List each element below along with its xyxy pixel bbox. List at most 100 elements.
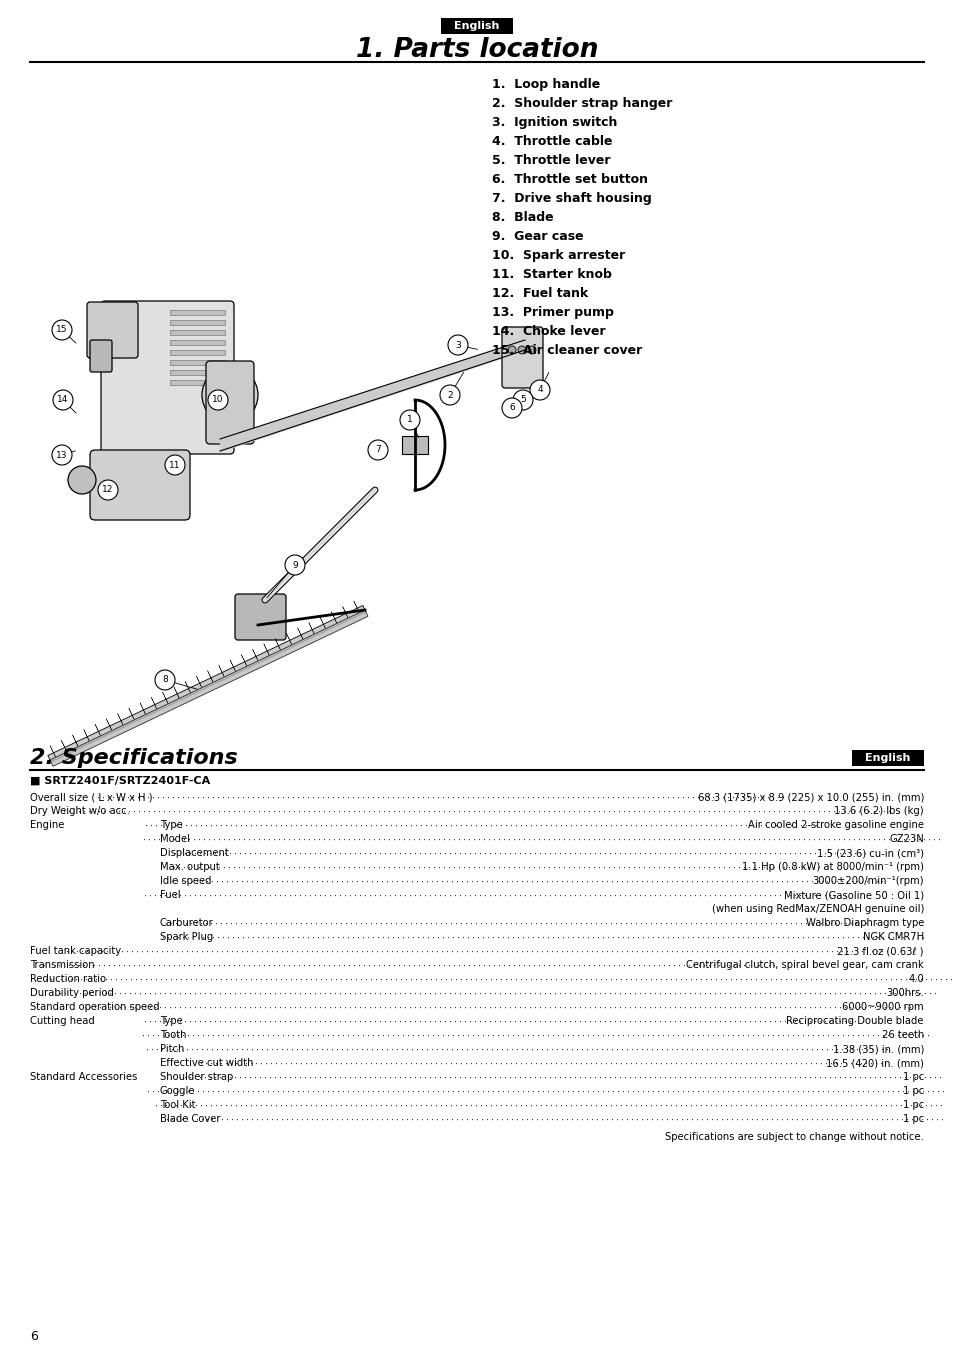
Text: 68.3 (1735) x 8.9 (225) x 10.0 (255) in. (mm): 68.3 (1735) x 8.9 (225) x 10.0 (255) in.… xyxy=(697,793,923,802)
Text: Dry Weight w/o acc.: Dry Weight w/o acc. xyxy=(30,806,130,816)
Text: ················································································: ········································… xyxy=(45,976,953,985)
Text: 5.  Throttle lever: 5. Throttle lever xyxy=(492,154,610,167)
Text: Overall size ( L x W x H ): Overall size ( L x W x H ) xyxy=(30,793,152,802)
Text: ················································································: ········································… xyxy=(165,1116,944,1126)
Circle shape xyxy=(165,456,185,474)
Text: 1.5 (23.6) cu-in (cm³): 1.5 (23.6) cu-in (cm³) xyxy=(816,848,923,857)
Text: Type: Type xyxy=(160,820,183,830)
Text: Max. output: Max. output xyxy=(160,861,219,872)
Polygon shape xyxy=(264,644,269,655)
Polygon shape xyxy=(286,634,292,644)
Text: ················································································: ········································… xyxy=(62,809,891,817)
Text: 4.  Throttle cable: 4. Throttle cable xyxy=(492,135,612,148)
Polygon shape xyxy=(230,661,235,671)
Polygon shape xyxy=(106,718,112,731)
FancyBboxPatch shape xyxy=(851,749,923,766)
Polygon shape xyxy=(61,740,67,752)
Circle shape xyxy=(507,346,516,355)
Polygon shape xyxy=(354,601,358,612)
Text: Fuel tank capacity: Fuel tank capacity xyxy=(30,946,121,956)
Circle shape xyxy=(52,445,71,465)
Circle shape xyxy=(208,390,228,410)
Text: ················································································: ········································… xyxy=(161,934,925,944)
FancyBboxPatch shape xyxy=(90,450,190,520)
FancyBboxPatch shape xyxy=(170,380,225,386)
Polygon shape xyxy=(297,628,303,639)
Text: ················································································: ········································… xyxy=(146,1088,944,1097)
Polygon shape xyxy=(50,745,55,756)
Text: Carburetor: Carburetor xyxy=(160,918,213,927)
Text: Shoulder strap: Shoulder strap xyxy=(160,1072,233,1082)
Polygon shape xyxy=(253,650,257,661)
Circle shape xyxy=(68,466,96,493)
Polygon shape xyxy=(309,623,314,634)
Text: 6: 6 xyxy=(30,1330,38,1343)
Text: ················································································: ········································… xyxy=(172,864,821,874)
Text: ················································································: ········································… xyxy=(143,892,847,902)
Text: Standard Accessories: Standard Accessories xyxy=(30,1072,137,1082)
Text: ················································································: ········································… xyxy=(83,1004,912,1014)
Circle shape xyxy=(530,380,550,400)
Text: 300hrs.: 300hrs. xyxy=(885,988,923,998)
Text: 2. Specifications: 2. Specifications xyxy=(30,748,237,768)
Text: ················································································: ········································… xyxy=(53,991,937,999)
Text: 8: 8 xyxy=(162,675,168,685)
FancyBboxPatch shape xyxy=(170,360,225,365)
Circle shape xyxy=(52,319,71,340)
Circle shape xyxy=(98,480,118,500)
Text: 6.  Throttle set button: 6. Throttle set button xyxy=(492,173,647,186)
Text: 26 teeth: 26 teeth xyxy=(881,1030,923,1041)
Text: 14: 14 xyxy=(57,395,69,404)
Polygon shape xyxy=(72,735,78,747)
Polygon shape xyxy=(95,724,100,736)
Text: Standard operation speed: Standard operation speed xyxy=(30,1002,159,1012)
Text: ················································································: ········································… xyxy=(143,1019,858,1027)
Text: Blade Cover: Blade Cover xyxy=(160,1113,220,1124)
Polygon shape xyxy=(208,670,213,682)
Text: Goggle: Goggle xyxy=(160,1086,195,1096)
Text: Model: Model xyxy=(160,834,190,844)
Text: Pitch: Pitch xyxy=(160,1043,184,1054)
Text: GZ23N: GZ23N xyxy=(888,834,923,844)
Polygon shape xyxy=(50,611,368,766)
Text: 2: 2 xyxy=(447,391,453,399)
FancyBboxPatch shape xyxy=(101,301,233,454)
Text: 4.0: 4.0 xyxy=(907,975,923,984)
Circle shape xyxy=(513,390,533,410)
Text: 12.  Fuel tank: 12. Fuel tank xyxy=(492,287,588,301)
Text: 13: 13 xyxy=(56,450,68,460)
Text: Specifications are subject to change without notice.: Specifications are subject to change wit… xyxy=(664,1132,923,1142)
Polygon shape xyxy=(319,617,325,628)
Polygon shape xyxy=(140,702,145,714)
Circle shape xyxy=(501,398,521,418)
Text: Reciprocating Double blade: Reciprocating Double blade xyxy=(785,1016,923,1026)
Text: English: English xyxy=(454,22,499,31)
FancyBboxPatch shape xyxy=(90,340,112,372)
Circle shape xyxy=(285,555,305,576)
Polygon shape xyxy=(162,692,168,704)
Circle shape xyxy=(517,346,525,355)
Polygon shape xyxy=(241,655,247,666)
Text: NGK CMR7H: NGK CMR7H xyxy=(862,931,923,942)
Text: 21.3 fl.oz (0.63ℓ ): 21.3 fl.oz (0.63ℓ ) xyxy=(837,946,923,956)
Text: English: English xyxy=(864,754,910,763)
Text: 15.  Air cleaner cover: 15. Air cleaner cover xyxy=(492,344,641,357)
Text: ················································································: ········································… xyxy=(199,1061,883,1069)
Polygon shape xyxy=(196,675,201,687)
Text: 13.6 (6.2) lbs (kg): 13.6 (6.2) lbs (kg) xyxy=(834,806,923,816)
Polygon shape xyxy=(185,681,191,693)
Circle shape xyxy=(53,390,73,410)
Text: Displacement: Displacement xyxy=(160,848,229,857)
Text: Type: Type xyxy=(160,1016,183,1026)
Text: Idle speed: Idle speed xyxy=(160,876,212,886)
Text: 1.1 Hp (0.8 kW) at 8000/min⁻¹ (rpm): 1.1 Hp (0.8 kW) at 8000/min⁻¹ (rpm) xyxy=(741,861,923,872)
Text: 14.  Choke lever: 14. Choke lever xyxy=(492,325,605,338)
Text: Engine: Engine xyxy=(30,820,64,830)
Text: Transmission: Transmission xyxy=(30,960,94,971)
Polygon shape xyxy=(274,639,280,650)
Text: ················································································: ········································… xyxy=(142,837,941,845)
Text: 12: 12 xyxy=(102,485,113,495)
Text: 8.  Blade: 8. Blade xyxy=(492,212,553,224)
Text: ················································································: ········································… xyxy=(144,822,823,832)
FancyBboxPatch shape xyxy=(170,340,225,345)
